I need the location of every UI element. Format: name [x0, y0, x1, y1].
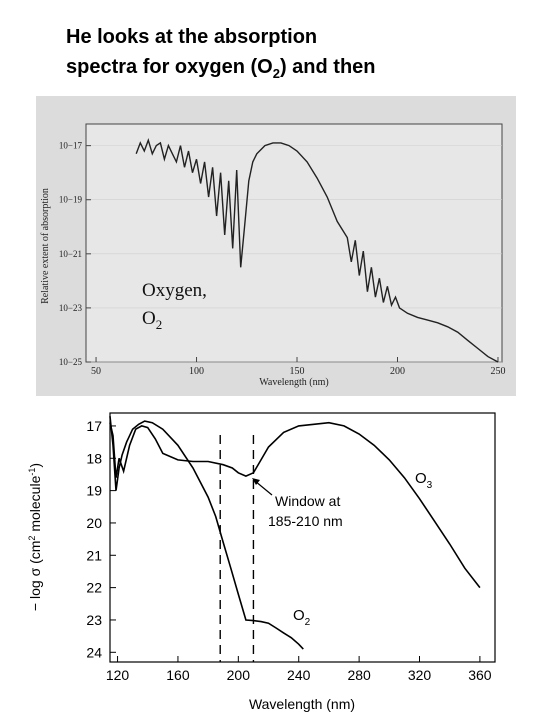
- y-axis-ticks: 17 18 19 20 21 22 23 24: [86, 418, 116, 660]
- window-arrow-head: [252, 478, 260, 485]
- slide-title-line-2-sub: 2: [272, 66, 280, 81]
- y-tick-label: 23: [86, 612, 102, 628]
- x-tick-label: 200: [390, 366, 405, 377]
- x-tick-label: 150: [290, 366, 305, 377]
- oxygen-series-label-sub: 2: [305, 617, 311, 628]
- ozone-series-label-main: O: [415, 470, 427, 487]
- oxygen-line: [109, 416, 304, 650]
- x-tick-label: 250: [490, 366, 505, 377]
- y-tick-label: 24: [86, 644, 102, 660]
- y-axis-ticks: 10−17 10−19 10−21 10−23 10−25: [59, 141, 91, 367]
- y-axis-label-sup-1: 2: [27, 536, 37, 541]
- x-tick-label: 100: [189, 366, 204, 377]
- x-axis-label: Wavelength (nm): [249, 696, 355, 712]
- x-tick-label: 320: [408, 667, 432, 683]
- y-tick-label: 10−19: [59, 195, 83, 205]
- y-tick-label: 20: [86, 515, 102, 531]
- x-tick-label: 200: [227, 667, 251, 683]
- oxygen-absorption-chart: 50 100 150 200 250 10−17 10−19 10−21 10−23 10−25…: [36, 96, 516, 396]
- y-axis-label: Relative extent of absorption: [40, 188, 51, 304]
- y-tick-label: 10−21: [59, 249, 82, 259]
- plot-frame: [85, 123, 503, 363]
- window-label-line-1: Window at: [275, 493, 340, 509]
- plot-frame: [109, 412, 496, 663]
- slide-title-line-2: spectra for oxygen (O2) and then: [66, 52, 496, 89]
- y-tick-label: 10−17: [59, 141, 83, 151]
- y-tick-label: 19: [86, 483, 102, 499]
- y-axis-label-part-1: − log σ (cm: [27, 541, 43, 612]
- slide-title-line-2-pre: spectra for oxygen (O: [66, 56, 273, 78]
- x-tick-label: 360: [468, 667, 492, 683]
- x-tick-label: 240: [287, 667, 311, 683]
- ozone-line: [109, 421, 481, 589]
- x-tick-label: 280: [347, 667, 371, 683]
- x-axis-ticks: 120 160 200 240 280 320 360: [106, 656, 492, 683]
- ozone-series-label-sub: 3: [427, 480, 433, 491]
- y-axis-label-sup-2: -1: [27, 468, 37, 476]
- y-tick-label: 17: [86, 418, 102, 434]
- oxygen-series-label: O2: [293, 607, 311, 628]
- oxygen-series-label-main: O: [293, 607, 305, 624]
- oxygen-annotation-formula-main: O: [142, 308, 156, 329]
- window-label-line-2: 185-210 nm: [268, 513, 343, 529]
- x-axis-ticks: 50 100 150 200 250: [91, 357, 505, 377]
- oxygen-annotation-formula-sub: 2: [156, 317, 163, 332]
- gridlines: [86, 145, 502, 363]
- y-axis-label-part-2: molecule: [27, 475, 43, 535]
- x-tick-label: 50: [91, 366, 101, 377]
- x-tick-label: 120: [106, 667, 130, 683]
- y-axis-label: − log σ (cm2 molecule-1): [27, 463, 43, 611]
- oxygen-annotation-formula: O2: [142, 308, 162, 332]
- oxygen-annotation-name: Oxygen,: [142, 280, 207, 301]
- slide-title: He looks at the absorption spectra for o…: [66, 22, 496, 126]
- y-tick-label: 10−23: [59, 303, 83, 313]
- y-tick-label: 10−25: [59, 357, 83, 367]
- x-axis-label: Wavelength (nm): [259, 377, 328, 388]
- y-axis-label-part-3: ): [27, 463, 43, 468]
- window-arrow-line: [254, 480, 273, 496]
- slide-title-line-1: He looks at the absorption: [66, 26, 318, 48]
- slide-title-line-2-post: ) and then: [279, 56, 376, 78]
- x-tick-label: 160: [166, 667, 190, 683]
- y-tick-label: 22: [86, 580, 102, 596]
- y-tick-label: 18: [86, 450, 102, 466]
- ozone-series-label: O3: [415, 470, 433, 491]
- oxygen-absorption-line: [135, 137, 499, 363]
- y-tick-label: 21: [86, 547, 102, 563]
